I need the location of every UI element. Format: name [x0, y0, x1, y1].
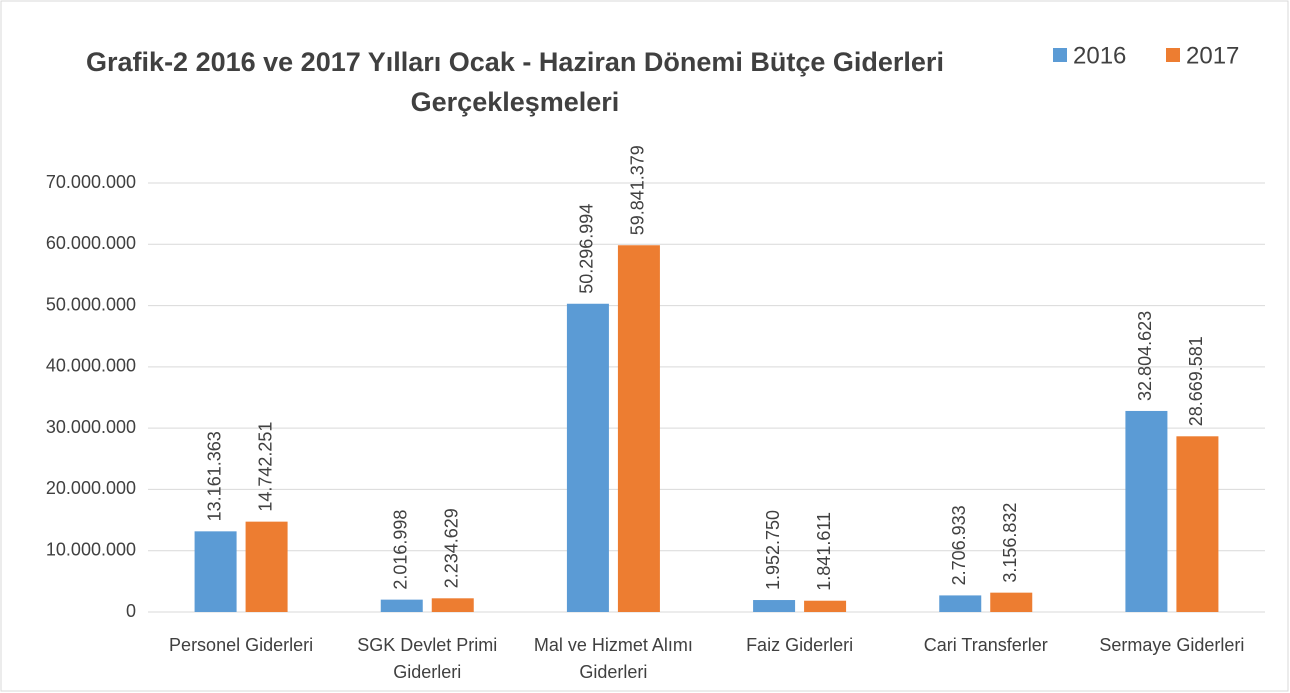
x-tick-label: Personel Giderleri: [169, 635, 314, 655]
legend-swatch: [1166, 48, 1180, 62]
y-tick-label: 60.000.000: [46, 233, 136, 253]
y-tick-label: 40.000.000: [46, 356, 136, 376]
chart-title: Grafik-2 2016 ve 2017 Yılları Ocak - Haz…: [86, 47, 944, 117]
bar: [245, 521, 288, 612]
x-tick-label: Sermaye Giderleri: [1099, 635, 1245, 655]
y-tick-label: 70.000.000: [46, 172, 136, 192]
bar: [566, 303, 609, 612]
x-tick-label: Cari Transferler: [923, 635, 1048, 655]
bar: [431, 598, 474, 612]
bar: [1125, 410, 1168, 612]
bar: [804, 600, 847, 612]
value-label: 13.161.363: [204, 431, 224, 521]
value-label: 2.706.933: [949, 505, 969, 585]
bar: [617, 245, 660, 613]
x-tick-label: SGK Devlet Primi Giderleri: [357, 635, 498, 682]
value-label: 50.296.994: [577, 204, 597, 294]
bar: [990, 592, 1033, 612]
y-tick-label: 20.000.000: [46, 478, 136, 498]
y-tick-label: 30.000.000: [46, 417, 136, 437]
y-tick-label: 50.000.000: [46, 294, 136, 314]
legend-label: 2017: [1186, 42, 1239, 69]
value-label: 28.669.581: [1186, 336, 1206, 426]
y-tick-label: 0: [126, 601, 136, 621]
bar: [753, 600, 796, 612]
value-label: 2.234.629: [442, 508, 462, 588]
bar: [939, 595, 982, 612]
y-tick-label: 10.000.000: [46, 539, 136, 559]
value-label: 32.804.623: [1135, 311, 1155, 401]
value-label: 14.742.251: [255, 422, 275, 512]
value-label: 1.841.611: [814, 512, 834, 591]
legend-swatch: [1053, 48, 1067, 62]
value-label: 1.952.750: [763, 510, 783, 590]
value-label: 59.841.379: [628, 145, 648, 235]
bar: [1176, 436, 1219, 612]
x-tick-label: Mal ve Hizmet Alımı Giderleri: [533, 635, 693, 682]
value-label: 3.156.832: [1000, 503, 1020, 583]
legend-label: 2016: [1073, 42, 1126, 69]
bar: [380, 599, 423, 612]
value-label: 2.016.998: [391, 510, 411, 590]
x-tick-label: Faiz Giderleri: [746, 635, 854, 655]
bar: [194, 531, 237, 612]
